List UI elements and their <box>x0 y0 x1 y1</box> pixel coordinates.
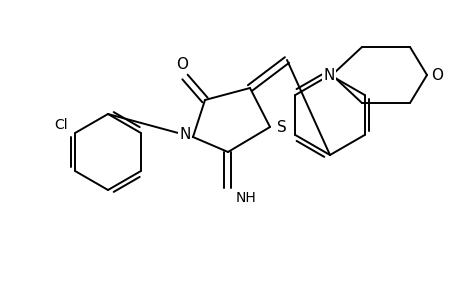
Text: S: S <box>276 119 286 134</box>
Text: O: O <box>430 68 442 82</box>
Text: Cl: Cl <box>54 118 68 132</box>
Text: N: N <box>179 127 190 142</box>
Text: O: O <box>176 56 188 71</box>
Text: N: N <box>323 68 334 82</box>
Text: NH: NH <box>235 191 256 205</box>
